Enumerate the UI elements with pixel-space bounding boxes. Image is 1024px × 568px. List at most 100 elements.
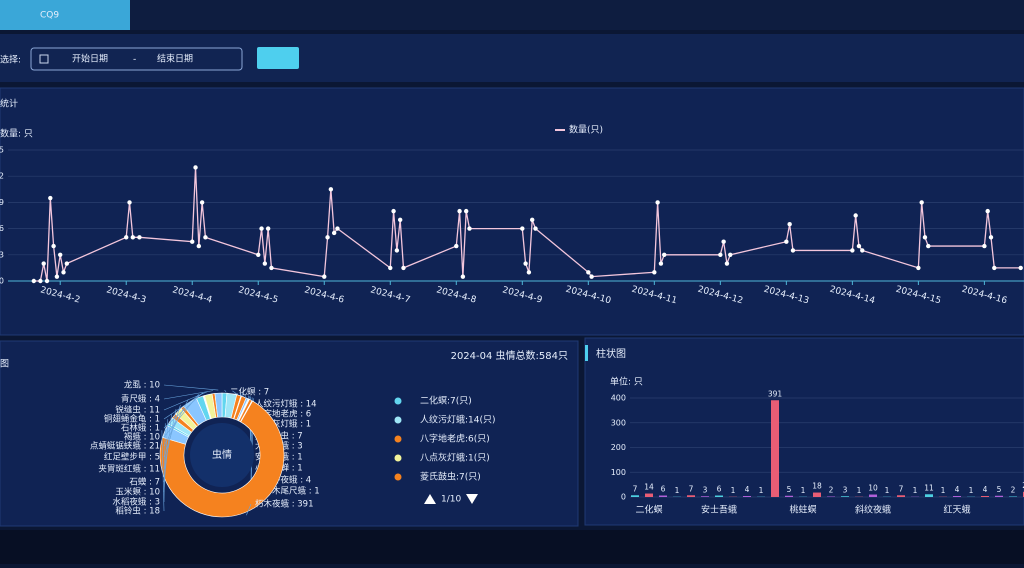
point xyxy=(523,261,527,265)
y-tick-label: 400 xyxy=(611,394,626,403)
point xyxy=(256,253,260,257)
point xyxy=(401,266,405,270)
point xyxy=(985,209,989,213)
panel-title: 统计 xyxy=(0,98,18,110)
slice-label: 人纹污灯蛾 : 14 xyxy=(255,399,317,410)
slice-label: 石蟆 : 7 xyxy=(129,477,160,488)
bar-value-label: 2 xyxy=(1011,486,1016,495)
bar xyxy=(715,496,723,497)
bar xyxy=(897,495,905,497)
point xyxy=(263,261,267,265)
y-tick-label: 12 xyxy=(0,172,4,181)
point xyxy=(1018,266,1022,270)
bar-value-label: 1 xyxy=(801,486,806,495)
bar xyxy=(813,493,821,497)
tab[interactable] xyxy=(0,0,130,30)
point xyxy=(259,226,263,230)
point xyxy=(322,274,326,278)
point xyxy=(784,240,788,244)
point xyxy=(659,261,663,265)
point xyxy=(335,226,339,230)
point xyxy=(857,244,861,248)
panel-title: 图 xyxy=(0,359,9,370)
y-tick-label: 15 xyxy=(0,146,4,155)
point xyxy=(655,200,659,204)
point xyxy=(467,226,471,230)
x-tick-label: 红天蛾 xyxy=(943,504,970,516)
point xyxy=(718,253,722,257)
point xyxy=(982,244,986,248)
point xyxy=(269,266,273,270)
point xyxy=(55,274,59,278)
point xyxy=(916,266,920,270)
legend-dot xyxy=(395,436,402,443)
bar-value-label: 1 xyxy=(885,486,890,495)
legend-label: 菱氏鼓虫:7(只) xyxy=(420,471,481,483)
query-button[interactable] xyxy=(257,47,299,69)
point xyxy=(266,226,270,230)
bar xyxy=(981,496,989,497)
y-tick-label: 300 xyxy=(611,418,626,427)
point xyxy=(919,200,923,204)
filter-bar xyxy=(0,34,1024,82)
bottom-bar xyxy=(0,530,1024,564)
bar-value-label: 6 xyxy=(717,485,722,494)
y-tick-label: 200 xyxy=(611,443,626,452)
legend-label: 数量(只) xyxy=(569,124,603,136)
bar-panel-accent xyxy=(585,345,588,361)
point xyxy=(589,274,593,278)
point xyxy=(454,244,458,248)
point xyxy=(530,218,534,222)
bar-value-label: 14 xyxy=(644,483,654,492)
legend-label: 八点灰灯蛾:1(只) xyxy=(420,452,490,464)
point xyxy=(42,261,46,265)
start-date: 开始日期 xyxy=(72,53,108,65)
slice-label: 玉米螟 : 10 xyxy=(115,487,160,498)
point xyxy=(124,235,128,239)
legend-dot xyxy=(395,417,402,424)
point xyxy=(48,196,52,200)
bar-value-label: 1 xyxy=(857,486,862,495)
bar-value-label: 5 xyxy=(997,485,1002,494)
bar xyxy=(701,496,709,497)
bar-value-label: 7 xyxy=(689,484,694,493)
bar xyxy=(659,496,667,497)
y-tick-label: 6 xyxy=(0,224,4,233)
bar-value-label: 1 xyxy=(731,486,736,495)
point xyxy=(388,266,392,270)
point xyxy=(652,270,656,274)
point xyxy=(325,235,329,239)
x-tick-label: 安士吾蛾 xyxy=(701,504,737,516)
point xyxy=(850,248,854,252)
point xyxy=(200,200,204,204)
point xyxy=(32,279,36,283)
bar-value-label: 4 xyxy=(983,485,988,494)
point xyxy=(193,165,197,169)
bar-value-label: 1 xyxy=(969,486,974,495)
bar-value-label: 11 xyxy=(924,483,934,492)
x-tick-label: 二化螟 xyxy=(635,504,662,516)
x-tick-label: 桃蛀螟 xyxy=(789,504,816,516)
bar-value-label: 4 xyxy=(955,485,960,494)
y-tick-label: 9 xyxy=(0,198,4,207)
point xyxy=(992,266,996,270)
point xyxy=(391,209,395,213)
bar-value-label: 3 xyxy=(703,485,708,494)
bar xyxy=(687,495,695,497)
bar xyxy=(995,496,1003,497)
point xyxy=(137,235,141,239)
point xyxy=(131,235,135,239)
legend-label: 八字地老虎:6(只) xyxy=(420,433,490,445)
slice-label: 红足壁步甲 : 5 xyxy=(104,452,160,463)
slice-label: 朽木夜蛾 : 391 xyxy=(255,499,314,510)
center-label: 虫情 xyxy=(212,448,232,461)
y-tick-label: 100 xyxy=(611,468,626,477)
x-tick-label: 斜纹夜蛾 xyxy=(855,504,891,516)
slice-label: 夹胃斑红蛾 : 11 xyxy=(98,464,160,475)
point xyxy=(461,274,465,278)
slice-label: 水稻夜蛾 : 3 xyxy=(112,497,160,508)
point xyxy=(395,248,399,252)
slice-label: 龙虱 : 10 xyxy=(124,380,160,391)
